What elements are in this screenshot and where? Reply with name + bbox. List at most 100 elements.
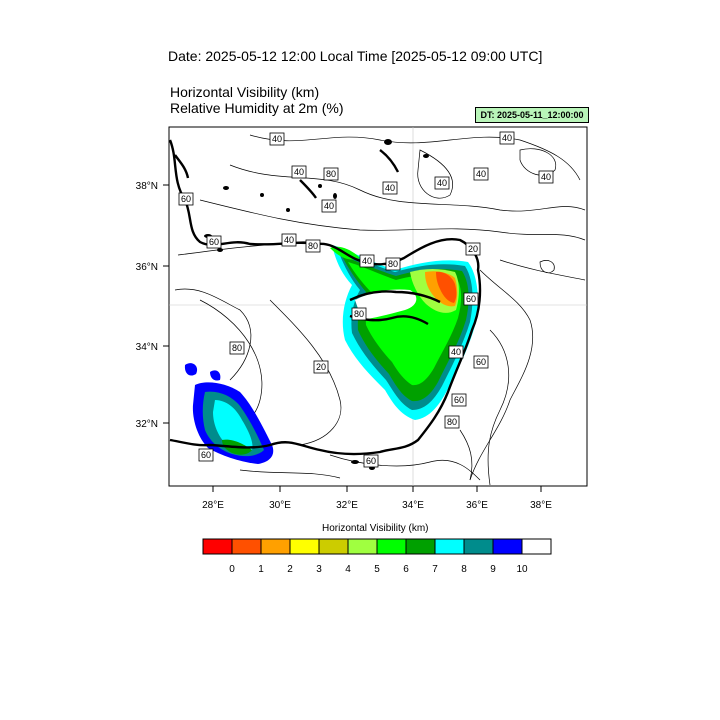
- legend-tick-label: 3: [316, 564, 322, 575]
- map-title: Horizontal Visibility (km) Relative Humi…: [170, 84, 344, 116]
- contour-label-text: 60: [201, 450, 211, 460]
- visibility-7-8km-west-area: [213, 400, 253, 451]
- contour-label-text: 80: [388, 259, 398, 269]
- contour-label-text: 40: [502, 133, 512, 143]
- contour-label-text: 40: [437, 178, 447, 188]
- map-title-humidity: Relative Humidity at 2m (%): [170, 100, 344, 116]
- legend-color-cell: [521, 538, 552, 555]
- map-title-visibility: Horizontal Visibility (km): [170, 84, 320, 100]
- contour-label: 80: [444, 415, 460, 429]
- contour-label: 60: [178, 192, 194, 206]
- visibility-0-1km-area: [436, 271, 457, 303]
- contour-label: 60: [198, 448, 214, 462]
- visibility-shading: [184, 245, 478, 464]
- legend-colorbar: [202, 538, 552, 555]
- lat-label-34n: 34°N: [136, 342, 158, 353]
- contour-label: 60: [473, 355, 489, 369]
- contour-label-text: 40: [284, 235, 294, 245]
- contour-label-text: 80: [447, 417, 457, 427]
- contour-label: 40: [448, 345, 464, 359]
- contour-label-text: 80: [354, 309, 364, 319]
- lon-label-38e: 38°E: [530, 500, 552, 511]
- contour-label-text: 40: [476, 169, 486, 179]
- contour-label: 80: [229, 341, 245, 355]
- visibility-blue-patch-2: [210, 370, 221, 381]
- contour-label: 60: [206, 235, 222, 249]
- legend-color-cell: [492, 538, 523, 555]
- legend-tick-label: 5: [374, 564, 380, 575]
- lon-label-36e: 36°E: [466, 500, 488, 511]
- lon-label-32e: 32°E: [336, 500, 358, 511]
- legend-tick-label: 0: [229, 564, 235, 575]
- legend-tick-label: 4: [345, 564, 351, 575]
- legend-tick-label: 9: [490, 564, 496, 575]
- contour-label-text: 40: [362, 256, 372, 266]
- contour-label-text: 80: [326, 169, 336, 179]
- axis-ticks: [163, 184, 542, 492]
- contour-label: 40: [291, 165, 307, 179]
- contour-label: 80: [385, 257, 401, 271]
- contour-label: 80: [305, 239, 321, 253]
- contour-label-text: 40: [451, 347, 461, 357]
- contour-label-text: 40: [294, 167, 304, 177]
- date-title: Date: 2025-05-12 12:00 Local Time [2025-…: [168, 48, 543, 64]
- contour-label-text: 40: [272, 134, 282, 144]
- lon-label-34e: 34°E: [402, 500, 424, 511]
- contour-label: 60: [463, 292, 479, 306]
- lat-label-32n: 32°N: [136, 419, 158, 430]
- legend-color-cell: [463, 538, 494, 555]
- dt-label: DT: 2025-05-11_12:00:00: [475, 107, 589, 123]
- legend-tick-label: 2: [287, 564, 293, 575]
- contour-label: 20: [313, 360, 329, 374]
- contour-label: 40: [538, 170, 554, 184]
- legend-color-cell: [405, 538, 436, 555]
- latitude-labels: 38°N 36°N 34°N 32°N: [136, 181, 158, 430]
- contour-label: 60: [451, 393, 467, 407]
- contour-label: 60: [363, 454, 379, 468]
- contour-label: 40: [382, 181, 398, 195]
- legend-color-cell: [202, 538, 233, 555]
- legend-tick-label: 7: [432, 564, 438, 575]
- contour-label-text: 80: [308, 241, 318, 251]
- contour-label: 80: [351, 307, 367, 321]
- contour-label-text: 60: [209, 237, 219, 247]
- contour-label: 40: [434, 176, 450, 190]
- lat-label-36n: 36°N: [136, 262, 158, 273]
- legend-tick-label: 10: [516, 564, 528, 575]
- contour-label-text: 80: [232, 343, 242, 353]
- contour-labels: 40 40 80 40 40 40 40 40 40 60 80 40 60 20 40 80 60 80 80 20…: [178, 131, 554, 468]
- contour-label: 80: [323, 167, 339, 181]
- legend-tick-label: 8: [461, 564, 467, 575]
- contour-label-text: 40: [324, 201, 334, 211]
- legend-title: Horizontal Visibility (km): [322, 523, 429, 534]
- contour-label-text: 60: [454, 395, 464, 405]
- legend-tick-label: 1: [258, 564, 264, 575]
- legend-color-cell: [289, 538, 320, 555]
- lon-label-30e: 30°E: [269, 500, 291, 511]
- contour-label: 40: [269, 132, 285, 146]
- contour-label-text: 40: [541, 172, 551, 182]
- lon-label-28e: 28°E: [202, 500, 224, 511]
- contour-label: 40: [499, 131, 515, 145]
- contour-label-text: 60: [366, 456, 376, 466]
- contour-label-text: 40: [385, 183, 395, 193]
- contour-label-text: 60: [466, 294, 476, 304]
- contour-label-text: 20: [468, 244, 478, 254]
- clear-interior-pocket: [355, 289, 417, 320]
- legend-color-cell: [318, 538, 349, 555]
- visibility-blue-patch-1: [184, 363, 198, 376]
- legend-color-cell: [260, 538, 291, 555]
- legend-color-cell: [376, 538, 407, 555]
- contour-label: 40: [359, 254, 375, 268]
- contour-label: 20: [465, 242, 481, 256]
- contour-label-text: 60: [476, 357, 486, 367]
- legend-color-cell: [434, 538, 465, 555]
- contour-label: 40: [473, 167, 489, 181]
- contour-label-text: 20: [316, 362, 326, 372]
- contour-label: 40: [321, 199, 337, 213]
- coastline: [168, 139, 482, 456]
- contour-label: 40: [281, 233, 297, 247]
- legend-tick-label: 6: [403, 564, 409, 575]
- lat-label-38n: 38°N: [136, 181, 158, 192]
